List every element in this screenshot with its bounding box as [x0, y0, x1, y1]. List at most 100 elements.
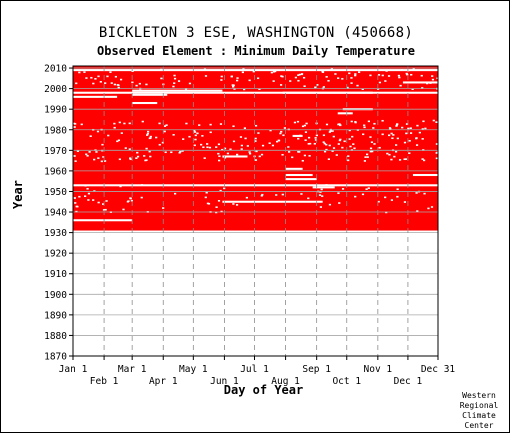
missing-day-218 — [435, 152, 438, 154]
missing-day-291 — [429, 82, 432, 84]
missing-day-33 — [387, 134, 391, 137]
y-tick-label-1900: 1900 — [44, 290, 67, 301]
y-tick-label-1920: 1920 — [44, 249, 67, 260]
missing-day-266 — [294, 76, 297, 79]
missing-day-203 — [332, 135, 335, 138]
missing-day-78 — [396, 137, 399, 140]
missing-segment-12 — [285, 173, 313, 177]
missing-day-262 — [109, 71, 112, 73]
missing-day-37 — [331, 150, 334, 152]
missing-day-238 — [283, 127, 287, 129]
missing-day-102 — [422, 159, 426, 162]
missing-day-318 — [421, 87, 424, 89]
x-axis-label: Day of Year — [223, 383, 304, 397]
missing-day-240 — [388, 127, 392, 129]
chart-title: BICKLETON 3 ESE, WASHINGTON (450668) — [98, 25, 414, 41]
missing-day-112 — [435, 143, 438, 145]
missing-day-120 — [135, 157, 138, 159]
missing-day-280 — [285, 69, 288, 71]
missing-day-115 — [95, 151, 98, 153]
missing-day-432 — [354, 195, 357, 198]
missing-day-16 — [378, 146, 381, 149]
missing-day-325 — [346, 86, 349, 89]
missing-day-82 — [145, 147, 148, 150]
x-tick-label-bottom-1: Apr 1 — [149, 376, 178, 387]
missing-day-173 — [155, 136, 158, 139]
missing-day-313 — [172, 85, 175, 88]
missing-day-268 — [252, 70, 255, 73]
missing-day-123 — [435, 157, 438, 160]
missing-day-148 — [268, 142, 271, 144]
missing-day-309 — [92, 82, 95, 85]
missing-day-298 — [104, 82, 107, 84]
missing-day-14 — [405, 123, 409, 125]
missing-day-9 — [322, 141, 325, 143]
missing-day-271 — [398, 76, 401, 79]
missing-day-162 — [418, 131, 421, 134]
missing-day-324 — [114, 75, 117, 78]
missing-day-63 — [279, 132, 282, 135]
x-tick-label-top-6: Dec 31 — [421, 364, 456, 375]
missing-day-449 — [307, 197, 310, 200]
missing-day-76 — [395, 144, 398, 146]
missing-day-95 — [182, 138, 185, 140]
y-tick-label-1940: 1940 — [44, 208, 67, 219]
missing-day-425 — [204, 196, 207, 199]
missing-day-216 — [219, 123, 223, 125]
missing-day-410 — [427, 207, 430, 210]
missing-day-77 — [158, 143, 161, 146]
y-tick-label-1950: 1950 — [44, 187, 67, 198]
missing-day-452 — [87, 192, 91, 195]
missing-day-446 — [97, 201, 100, 204]
missing-day-277 — [160, 77, 163, 80]
missing-segment-7 — [402, 81, 438, 84]
missing-day-239 — [301, 125, 305, 128]
missing-day-110 — [146, 132, 150, 135]
missing-day-304 — [230, 75, 233, 78]
missing-day-283 — [297, 74, 300, 76]
missing-day-116 — [367, 120, 370, 123]
missing-day-330 — [298, 73, 301, 76]
missing-day-312 — [316, 84, 319, 86]
missing-day-98 — [313, 142, 316, 145]
missing-day-445 — [275, 194, 278, 196]
missing-day-195 — [248, 151, 251, 153]
missing-day-140 — [203, 157, 206, 159]
missing-day-175 — [299, 134, 302, 137]
missing-day-182 — [373, 143, 376, 145]
missing-day-290 — [387, 75, 391, 77]
missing-day-395 — [130, 199, 133, 202]
missing-day-375 — [85, 77, 88, 79]
missing-segment-6 — [282, 91, 373, 94]
missing-day-322 — [377, 74, 381, 76]
missing-day-404 — [321, 195, 324, 197]
missing-day-337 — [135, 84, 138, 87]
missing-day-28 — [221, 148, 224, 151]
missing-day-317 — [405, 72, 408, 75]
missing-day-171 — [291, 156, 294, 159]
missing-day-381 — [205, 191, 208, 194]
missing-day-372 — [325, 76, 328, 78]
missing-day-427 — [73, 197, 76, 199]
y-tick-label-1890: 1890 — [44, 310, 67, 321]
missing-day-419 — [320, 188, 323, 191]
missing-day-357 — [334, 73, 337, 75]
missing-day-282 — [341, 78, 344, 80]
missing-day-448 — [260, 194, 263, 197]
missing-day-34 — [304, 139, 307, 141]
missing-day-56 — [394, 150, 398, 153]
missing-day-382 — [105, 200, 108, 202]
missing-day-97 — [179, 150, 182, 153]
missing-day-457 — [223, 187, 226, 190]
missing-day-85 — [408, 152, 411, 155]
missing-day-342 — [270, 71, 273, 74]
missing-day-6 — [371, 150, 374, 153]
missing-segment-5 — [132, 101, 158, 105]
missing-day-373 — [75, 82, 78, 85]
missing-day-61 — [80, 123, 83, 126]
missing-day-73 — [435, 121, 438, 123]
missing-day-177 — [403, 158, 406, 161]
missing-day-232 — [388, 153, 391, 156]
missing-day-47 — [123, 122, 126, 125]
